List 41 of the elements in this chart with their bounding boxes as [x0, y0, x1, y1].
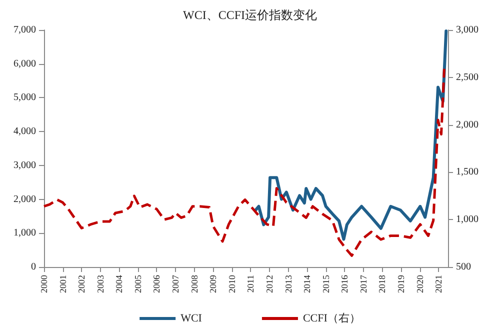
y2-tick-label: 2,500 — [456, 72, 478, 83]
chart-title: WCI、CCFI运价指数变化 — [182, 8, 318, 22]
x-tick-label: 2012 — [264, 275, 274, 293]
x-tick-label: 2005 — [132, 274, 143, 293]
y2-tick-label: 500 — [456, 262, 471, 272]
x-tick-label: 2007 — [170, 274, 181, 293]
x-tick-label: 2000 — [39, 274, 49, 293]
x-tick-label: 2018 — [377, 274, 388, 293]
y-tick-label: 5,000 — [14, 92, 36, 104]
x-tick-label: 2004 — [114, 274, 124, 293]
y-tick-label: 3,000 — [14, 160, 36, 171]
y2-tick-label: 1,500 — [456, 166, 478, 178]
y-tick-label: 7,000 — [14, 24, 36, 36]
y2-tick-label: 2,000 — [456, 119, 478, 130]
y2-tick-label: 1,000 — [456, 214, 478, 226]
x-tick-label: 2001 — [58, 275, 68, 293]
x-tick-label: 2013 — [283, 274, 294, 293]
x-tick-label: 2016 — [340, 274, 350, 293]
legend-label: CCFI（右） — [302, 312, 360, 324]
x-tick-label: 2002 — [76, 275, 87, 293]
x-tick-label: 2011 — [246, 275, 256, 293]
y-tick-label: 1,000 — [14, 228, 36, 239]
x-tick-label: 2014 — [302, 274, 312, 293]
y-tick-label: 2,000 — [14, 194, 36, 205]
y-tick-label: 6,000 — [14, 58, 36, 70]
x-tick-label: 2008 — [189, 274, 200, 293]
x-tick-label: 2006 — [152, 274, 162, 293]
x-tick-label: 2017 — [358, 274, 368, 293]
x-tick-label: 2009 — [208, 274, 218, 293]
x-tick-label: 2019 — [396, 274, 406, 293]
x-tick-label: 2003 — [95, 274, 106, 293]
line-series — [42, 68, 446, 257]
x-tick-label: 2020 — [414, 274, 425, 293]
line-series — [254, 30, 448, 241]
legend-label: WCI — [180, 312, 202, 324]
y-tick-label: 4,000 — [14, 126, 36, 138]
y-tick-label: 0 — [31, 262, 36, 272]
x-tick-label: 2010 — [226, 274, 237, 293]
y2-tick-label: 3,000 — [456, 24, 478, 36]
x-tick-label: 2021 — [434, 275, 444, 293]
x-tick-label: 2015 — [320, 274, 331, 293]
